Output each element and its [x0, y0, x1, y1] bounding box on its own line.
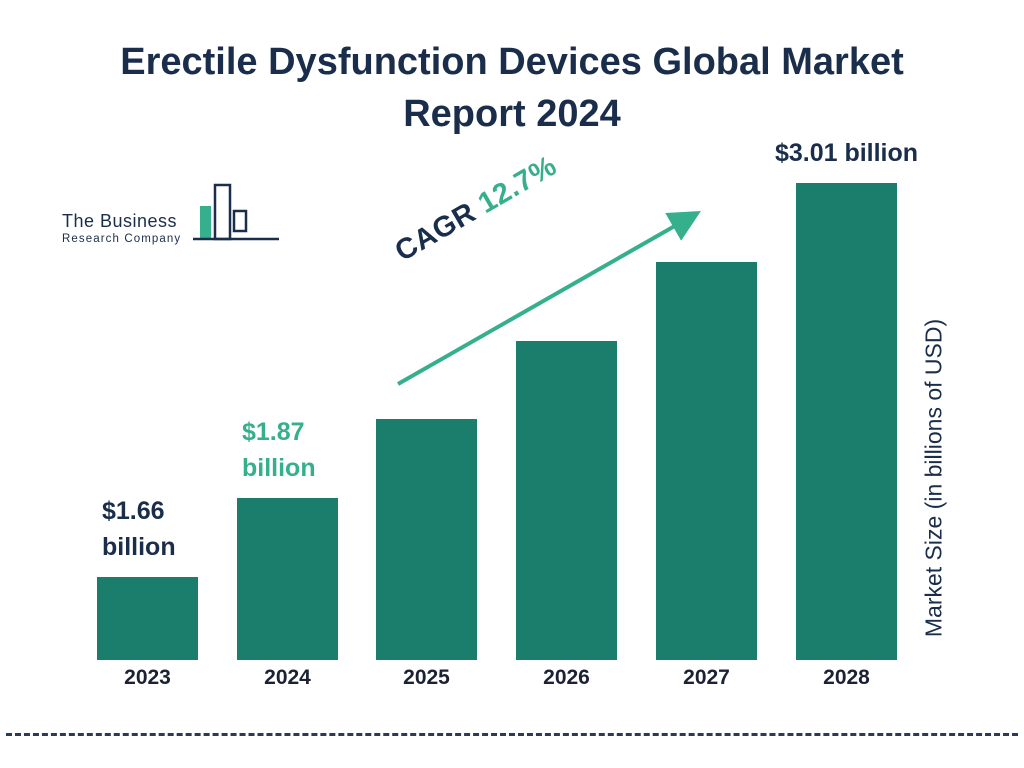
bar-2027 — [656, 262, 757, 660]
bar-2023 — [97, 577, 198, 660]
x-axis-label-2026: 2026 — [543, 666, 590, 689]
x-axis-label-2028: 2028 — [823, 666, 870, 689]
company-logo: The Business Research Company — [62, 180, 283, 253]
bar-2025 — [376, 419, 477, 660]
page-title-line2: Report 2024 — [403, 93, 621, 136]
x-axis-label-2024: 2024 — [264, 666, 311, 689]
logo-text-line1: The Business — [62, 211, 178, 231]
cagr-annotation: CAGR 12.7% — [390, 120, 614, 269]
x-axis-label-2025: 2025 — [403, 666, 450, 689]
value-label-2024: $1.87 billion — [242, 417, 316, 482]
logo-text: The Business Research Company — [62, 211, 181, 253]
bar-chart-logo-icon — [191, 180, 283, 253]
bar-2028 — [796, 183, 897, 660]
x-axis-label-2023: 2023 — [124, 666, 171, 689]
bottom-dashed-divider — [6, 733, 1018, 736]
logo-text-line2: Research Company — [62, 233, 182, 245]
bar-2024 — [237, 498, 338, 660]
page-title: Erectile Dysfunction Devices Global Mark… — [0, 36, 1024, 141]
cagr-value: 12.7% — [472, 149, 563, 220]
x-axis-label-2027: 2027 — [683, 666, 730, 689]
cagr-label: CAGR — [389, 196, 482, 268]
y-axis-label: Market Size (in billions of USD) — [920, 318, 947, 638]
bar-2026 — [516, 341, 617, 660]
page-title-line1: Erectile Dysfunction Devices Global Mark… — [120, 41, 904, 83]
value-label-2023: $1.66 billion — [102, 496, 176, 561]
value-label-2028: $3.01 billion — [774, 138, 919, 167]
